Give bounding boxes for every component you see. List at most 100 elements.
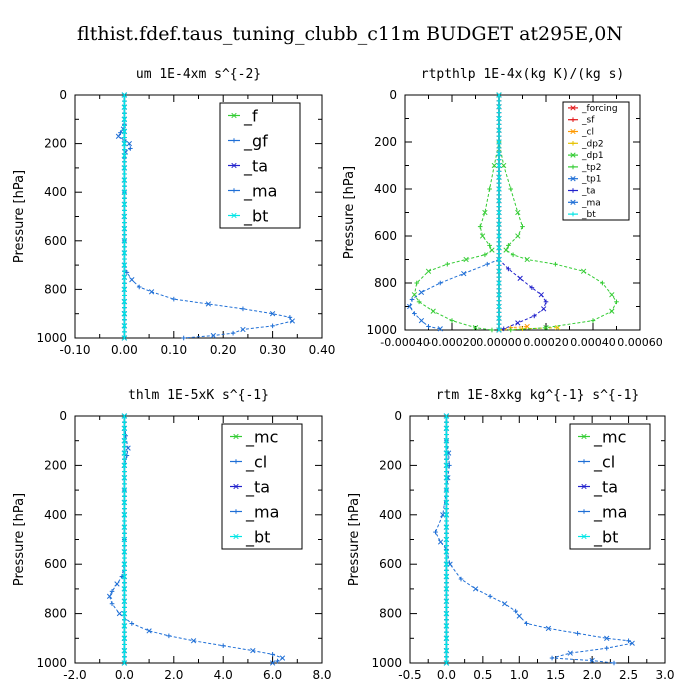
series-bt-marker	[496, 233, 502, 239]
x-tick-label: -0.00020	[427, 336, 476, 349]
series-dp1-marker	[515, 233, 521, 239]
series-cl-marker	[589, 657, 595, 664]
series-tp2	[411, 92, 502, 333]
series-dp1-marker	[515, 209, 521, 216]
series-tp2-marker	[411, 292, 418, 298]
series-bt-marker	[443, 462, 450, 469]
series-bt-marker	[443, 660, 450, 666]
legend-label: _dp2	[581, 139, 604, 149]
series-dp1-marker	[501, 162, 507, 169]
series-bt-marker	[443, 499, 450, 506]
panel-title: rtm 1E-8xkg kg^{-1} s^{-1}	[436, 388, 640, 403]
series-bt-marker	[496, 115, 502, 122]
y-axis-label: Pressure [hPa]	[12, 170, 27, 263]
x-tick-label: 0.00040	[570, 336, 616, 349]
legend-label: _cl	[245, 453, 267, 473]
x-tick-label: 0.0	[115, 668, 134, 682]
series-cl-marker	[146, 628, 152, 634]
y-tick-label: 0	[59, 88, 67, 102]
series-cl-marker	[279, 655, 286, 661]
legend-marker	[231, 162, 237, 169]
series-ta-marker	[540, 306, 547, 312]
series-bt-marker	[443, 450, 450, 456]
series-cl-marker	[472, 586, 479, 592]
series-bt-marker	[121, 524, 128, 530]
series-cl-marker	[250, 647, 256, 654]
legend-marker	[233, 483, 239, 490]
series-tp1-marker	[418, 317, 425, 324]
series-bt-marker	[121, 274, 128, 280]
series-bt-marker	[443, 413, 450, 419]
series-bt	[496, 92, 502, 333]
figure-title: flthist.fdef.taus_tuning_clubb_c11m BUDG…	[77, 23, 623, 45]
series-bt-marker	[121, 623, 128, 629]
legend-marker	[570, 176, 576, 182]
series-bt-marker	[496, 198, 502, 204]
series-bt-marker	[121, 238, 128, 244]
series-cl-marker	[116, 610, 123, 617]
series-bt-marker	[121, 438, 128, 444]
series-bt	[121, 413, 128, 666]
y-tick-label: 0	[389, 88, 397, 102]
series-ta-marker	[515, 320, 521, 326]
series-bt-marker	[496, 209, 502, 216]
series-bt-marker	[121, 573, 128, 580]
x-tick-label: 8.0	[312, 668, 331, 682]
legend-label: _sf	[581, 116, 595, 126]
series-dp1-marker	[609, 292, 615, 298]
series-bt-marker	[121, 225, 128, 232]
legend-box: _mc _cl _ta _ma _bt	[569, 423, 651, 550]
series-cl-marker	[629, 640, 635, 646]
x-tick-label: 0.10	[160, 343, 187, 357]
legend-label: _dp1	[581, 151, 604, 161]
series-tp1	[407, 256, 502, 332]
legend-label: _gf	[243, 132, 268, 152]
legend-marker	[581, 433, 587, 440]
series-cl-marker	[545, 625, 552, 632]
y-tick-label: 800	[379, 607, 402, 621]
legend-marker	[570, 105, 576, 111]
legend-label: _cl	[581, 128, 594, 138]
series-bt-marker	[121, 165, 128, 171]
series-tp2-line	[413, 95, 500, 331]
series-tp2-marker	[463, 256, 469, 263]
legend-label: _mc	[593, 428, 626, 448]
series-bt-marker	[121, 536, 128, 543]
series-bt-marker	[496, 245, 502, 251]
legend-frame	[562, 101, 630, 221]
legend-marker	[570, 152, 576, 158]
series-bt-marker	[121, 250, 128, 256]
series-dp1-marker	[580, 268, 587, 274]
panels-group: um 1E-4xm s^{-2}Pressure [hPa]-0.10 0.00 0…	[12, 67, 675, 682]
series-bt-marker	[443, 586, 450, 592]
y-tick-label: 200	[44, 137, 67, 151]
series-gf-marker	[205, 301, 212, 307]
series-bt-marker	[496, 221, 502, 227]
series-bt-marker	[443, 647, 450, 654]
legend-label: _ta	[245, 478, 270, 498]
y-tick-label: 1000	[371, 656, 402, 670]
series-tp2-marker	[491, 162, 497, 169]
series-tp2-marker	[482, 209, 488, 216]
series-tp1-marker	[407, 303, 413, 310]
legend-label: _f	[243, 107, 258, 127]
legend-box: _mc _cl _ta _ma _bt	[221, 423, 303, 550]
series-bt-marker	[496, 104, 502, 110]
y-tick-label: 400	[44, 508, 67, 522]
series-bt-marker	[121, 298, 128, 305]
legend-label: _mc	[245, 428, 278, 448]
x-tick-label: 6.0	[263, 668, 282, 682]
x-tick-label: 0.00020	[523, 336, 569, 349]
series-dp1-marker	[524, 256, 530, 263]
series-bt-marker	[121, 499, 128, 506]
series-tp1-marker	[418, 289, 425, 296]
series-bt-marker	[443, 610, 450, 617]
y-axis-label: Pressure [hPa]	[12, 493, 27, 586]
series-bt-marker	[496, 280, 502, 286]
series-tp1-marker	[461, 270, 467, 277]
series-gf-marker	[269, 311, 276, 317]
series-bt-marker	[121, 487, 128, 493]
panel-1: um 1E-4xm s^{-2} Pressure [hPa] -0.10 0.00 0…	[12, 67, 335, 357]
series-bt-marker	[443, 425, 450, 432]
